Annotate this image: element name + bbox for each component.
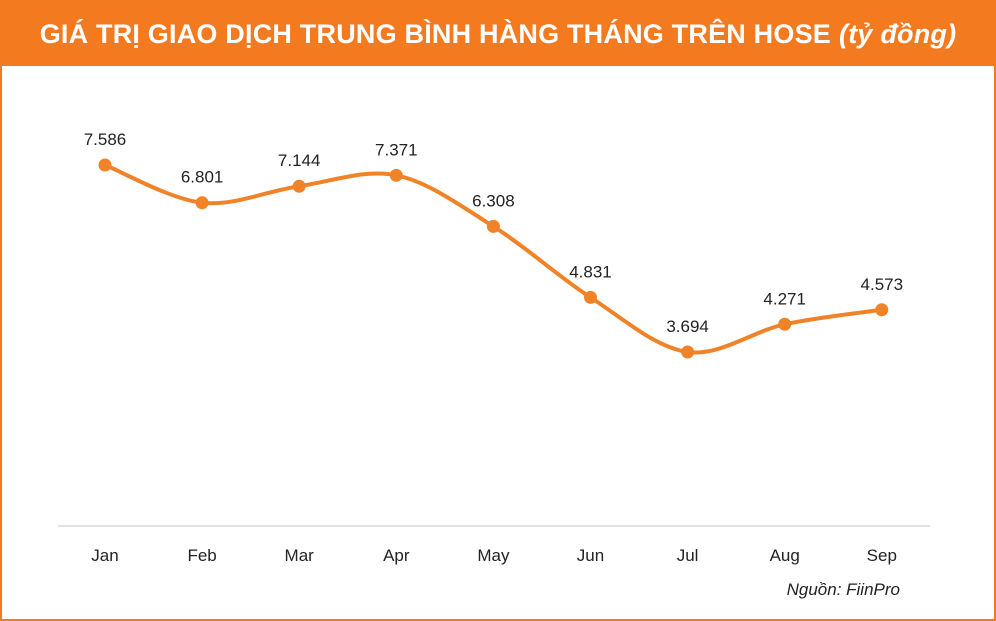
x-tick-label: Apr xyxy=(383,546,410,565)
data-label: 6.308 xyxy=(472,191,515,210)
data-label: 6.801 xyxy=(181,168,224,187)
data-point xyxy=(875,303,889,317)
data-point xyxy=(195,196,209,210)
chart-title: GIÁ TRỊ GIAO DỊCH TRUNG BÌNH HÀNG THÁNG … xyxy=(39,18,832,49)
data-point xyxy=(778,317,792,331)
data-label: 4.831 xyxy=(569,262,612,281)
x-tick-label: Feb xyxy=(187,546,216,565)
data-point xyxy=(98,158,112,172)
data-point xyxy=(486,219,500,233)
chart-title-unit: (tỷ đồng) xyxy=(839,18,957,49)
x-tick-label: Jan xyxy=(91,546,118,565)
x-tick-label: Aug xyxy=(770,546,800,565)
x-tick-label: Sep xyxy=(867,546,897,565)
x-tick-label: May xyxy=(477,546,510,565)
data-label: 4.271 xyxy=(763,289,806,308)
x-tick-label: Jul xyxy=(677,546,699,565)
x-tick-label: Jun xyxy=(577,546,604,565)
data-label: 7.371 xyxy=(375,140,418,159)
chart-header: GIÁ TRỊ GIAO DỊCH TRUNG BÌNH HÀNG THÁNG … xyxy=(2,2,994,66)
data-label: 7.144 xyxy=(278,151,321,170)
data-label: 7.586 xyxy=(84,130,127,149)
data-point xyxy=(389,168,403,182)
data-point xyxy=(681,345,695,359)
x-tick-label: Mar xyxy=(285,546,315,565)
data-label: 4.573 xyxy=(861,275,904,294)
data-point xyxy=(292,179,306,193)
data-point xyxy=(584,290,597,304)
data-label: 3.694 xyxy=(666,317,709,336)
source-note: Nguồn: FiinPro xyxy=(786,580,900,599)
